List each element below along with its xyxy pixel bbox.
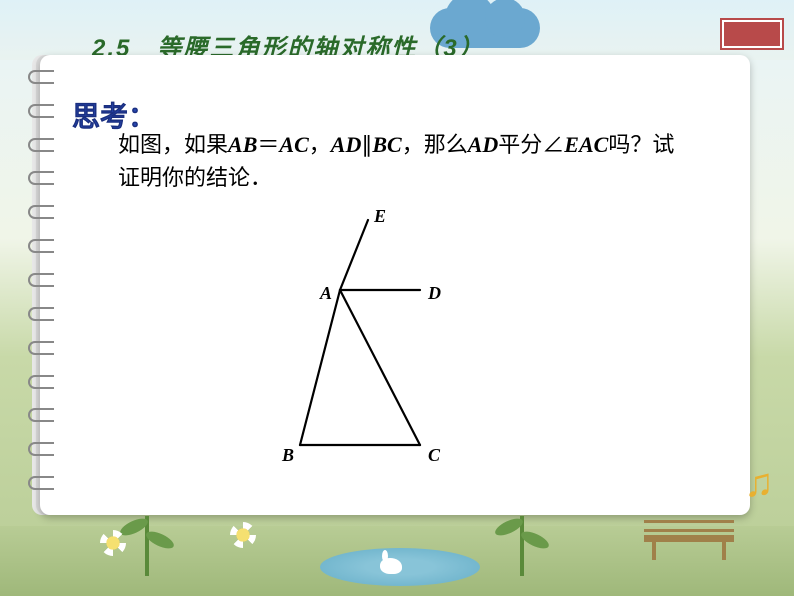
geometry-diagram: ABCDE [270, 210, 470, 460]
problem-text: 如图，如果AB＝AC，AD∥BC，那么AD平分∠EAC吗？试证明你的结论． [118, 128, 678, 194]
music-note-icon: ♫ [744, 459, 774, 506]
flower-2 [230, 522, 256, 548]
vertex-label-C: C [428, 445, 440, 466]
swan-decoration [380, 558, 402, 574]
corner-stamp [722, 20, 782, 48]
flower-1 [100, 530, 126, 556]
notebook-spiral [28, 60, 58, 500]
vertex-label-B: B [282, 445, 294, 466]
bench-decoration [644, 520, 734, 560]
plant-2 [520, 516, 524, 576]
vertex-label-E: E [374, 206, 386, 227]
plant-1 [145, 516, 149, 576]
vertex-label-D: D [428, 283, 441, 304]
vertex-label-A: A [320, 283, 332, 304]
